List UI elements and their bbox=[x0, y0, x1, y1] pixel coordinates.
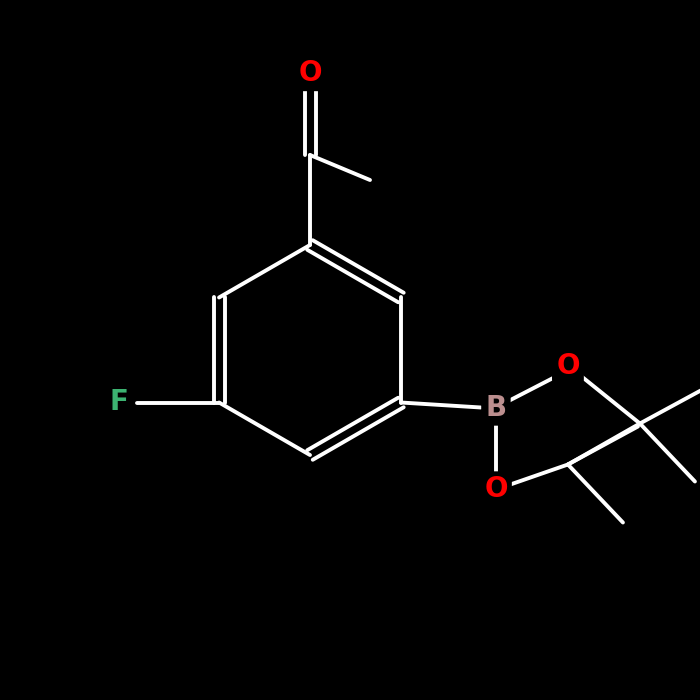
Text: B: B bbox=[485, 393, 507, 421]
Text: O: O bbox=[556, 351, 580, 379]
Text: F: F bbox=[110, 389, 129, 416]
Text: O: O bbox=[484, 475, 508, 503]
Text: O: O bbox=[298, 59, 322, 87]
